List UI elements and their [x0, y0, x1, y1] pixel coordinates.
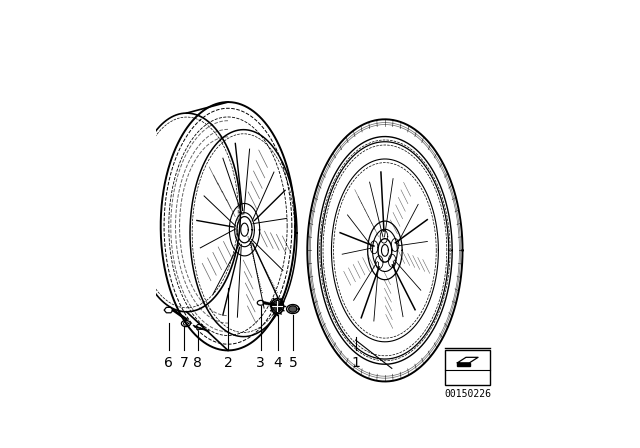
Text: 4: 4: [274, 356, 282, 370]
Bar: [445, 350, 490, 385]
Text: 7: 7: [179, 356, 188, 370]
Text: 2: 2: [223, 356, 232, 370]
Text: 3: 3: [257, 356, 265, 370]
Ellipse shape: [289, 306, 297, 312]
Text: 1: 1: [351, 356, 360, 370]
Text: 00150226: 00150226: [444, 389, 492, 399]
Text: 5: 5: [289, 356, 297, 370]
Polygon shape: [457, 363, 470, 366]
Text: 8: 8: [193, 356, 202, 370]
Text: 6: 6: [164, 356, 173, 370]
Circle shape: [273, 302, 282, 311]
